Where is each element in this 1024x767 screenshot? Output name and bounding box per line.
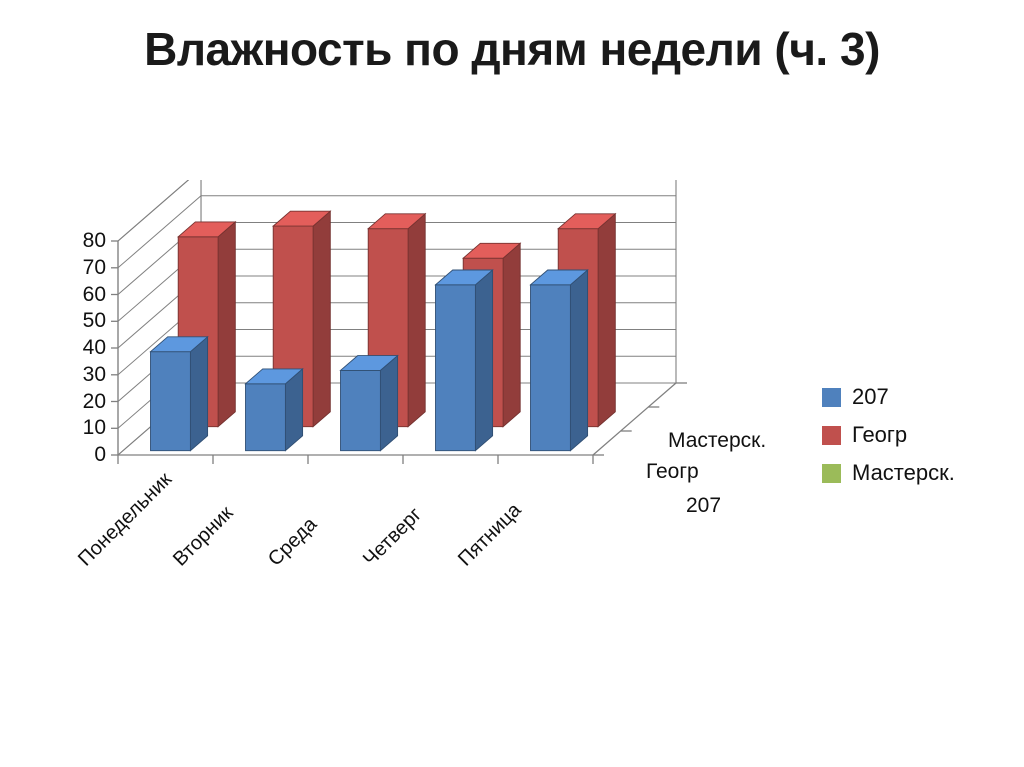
chart-axes (111, 240, 594, 464)
legend-color-swatch-icon (822, 425, 841, 445)
depth-axis-label: 207 (686, 494, 722, 517)
y-axis-tick-label: 70 (82, 255, 106, 279)
legend-item[interactable]: Геогр (822, 416, 1012, 454)
chart-legend[interactable]: 207 Геогр Мастерск. (822, 378, 1012, 492)
chart-3d-bar[interactable]: 80 70 60 50 40 30 20 10 0 Понедельник Вторник Сред… (40, 180, 1000, 640)
y-axis-tick-label: 80 (82, 229, 106, 252)
y-axis-tick-label: 50 (82, 309, 106, 333)
chart-plot-svg (111, 180, 687, 464)
legend-item-label: Мастерск. (852, 460, 955, 485)
chart-bars (149, 210, 617, 452)
legend-color-swatch-icon (822, 387, 841, 407)
y-axis-tick-label: 0 (94, 443, 106, 466)
y-axis-tick-label: 60 (82, 282, 106, 306)
legend-item[interactable]: 207 (822, 378, 1012, 416)
legend-item[interactable]: Мастерск. (822, 454, 1012, 492)
chart-depth-axis (592, 382, 687, 456)
y-axis-tick-label: 20 (82, 389, 106, 413)
y-axis-tick-label: 40 (82, 336, 106, 359)
legend-item-label: 207 (852, 384, 889, 409)
depth-axis-label: Мастерск. (668, 429, 767, 452)
depth-axis-label: Геогр (646, 460, 699, 483)
legend-color-swatch-icon (822, 463, 841, 483)
y-axis-tick-label: 30 (82, 362, 106, 386)
legend-item-label: Геогр (852, 422, 908, 447)
page-title: Влажность по дням недели (ч. 3) (144, 23, 880, 75)
y-axis-tick-label: 10 (82, 416, 106, 440)
